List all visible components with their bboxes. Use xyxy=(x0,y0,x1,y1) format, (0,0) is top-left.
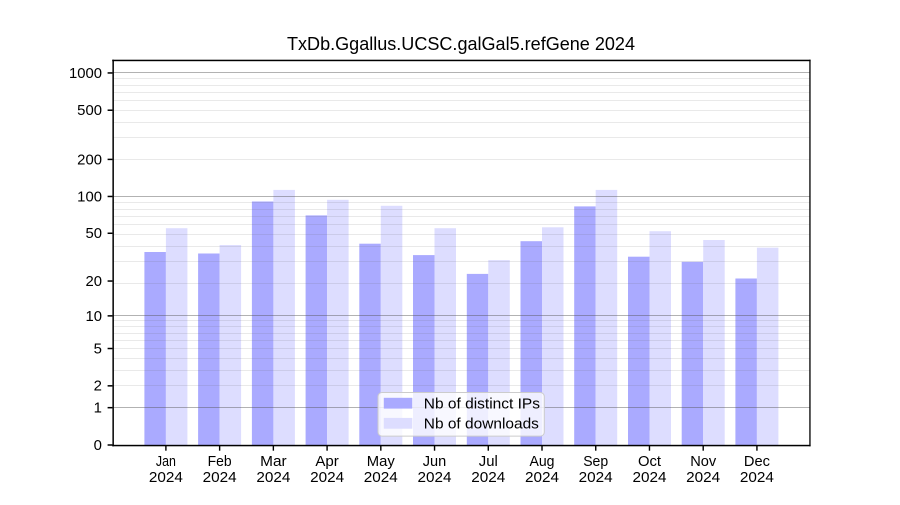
svg-text:2: 2 xyxy=(94,379,102,395)
svg-text:1000: 1000 xyxy=(69,66,102,82)
svg-text:Apr: Apr xyxy=(315,454,339,470)
svg-text:Feb: Feb xyxy=(208,454,232,470)
svg-text:2024: 2024 xyxy=(149,470,183,486)
svg-text:5: 5 xyxy=(94,341,102,357)
svg-text:2024: 2024 xyxy=(310,470,344,486)
svg-text:Jun: Jun xyxy=(423,454,447,470)
svg-text:2024: 2024 xyxy=(633,470,667,486)
svg-text:2024: 2024 xyxy=(418,470,452,486)
svg-text:0: 0 xyxy=(94,438,102,454)
svg-text:2024: 2024 xyxy=(686,470,720,486)
svg-text:10: 10 xyxy=(86,309,103,325)
svg-text:Dec: Dec xyxy=(744,454,770,470)
svg-text:2024: 2024 xyxy=(525,470,559,486)
svg-text:100: 100 xyxy=(77,189,102,205)
svg-text:50: 50 xyxy=(86,226,103,242)
svg-text:20: 20 xyxy=(86,274,103,290)
svg-text:Nb of downloads: Nb of downloads xyxy=(424,416,539,433)
svg-text:May: May xyxy=(367,454,396,470)
svg-text:200: 200 xyxy=(77,152,102,168)
svg-text:Jul: Jul xyxy=(479,454,498,470)
svg-text:Nb of distinct IPs: Nb of distinct IPs xyxy=(424,395,540,412)
svg-text:2024: 2024 xyxy=(256,470,290,486)
svg-text:2024: 2024 xyxy=(203,470,237,486)
svg-text:2024: 2024 xyxy=(740,470,774,486)
svg-text:Mar: Mar xyxy=(260,454,287,470)
svg-text:Oct: Oct xyxy=(638,454,661,470)
svg-text:2024: 2024 xyxy=(364,470,398,486)
svg-text:Sep: Sep xyxy=(583,454,608,470)
svg-text:Nov: Nov xyxy=(690,454,717,470)
svg-text:Aug: Aug xyxy=(530,454,555,470)
svg-text:2024: 2024 xyxy=(471,470,505,486)
svg-text:2024: 2024 xyxy=(579,470,613,486)
svg-text:Jan: Jan xyxy=(156,454,176,470)
svg-text:TxDb.Ggallus.UCSC.galGal5.refG: TxDb.Ggallus.UCSC.galGal5.refGene 2024 xyxy=(287,34,635,54)
svg-text:1: 1 xyxy=(94,401,102,417)
svg-text:500: 500 xyxy=(77,103,102,119)
